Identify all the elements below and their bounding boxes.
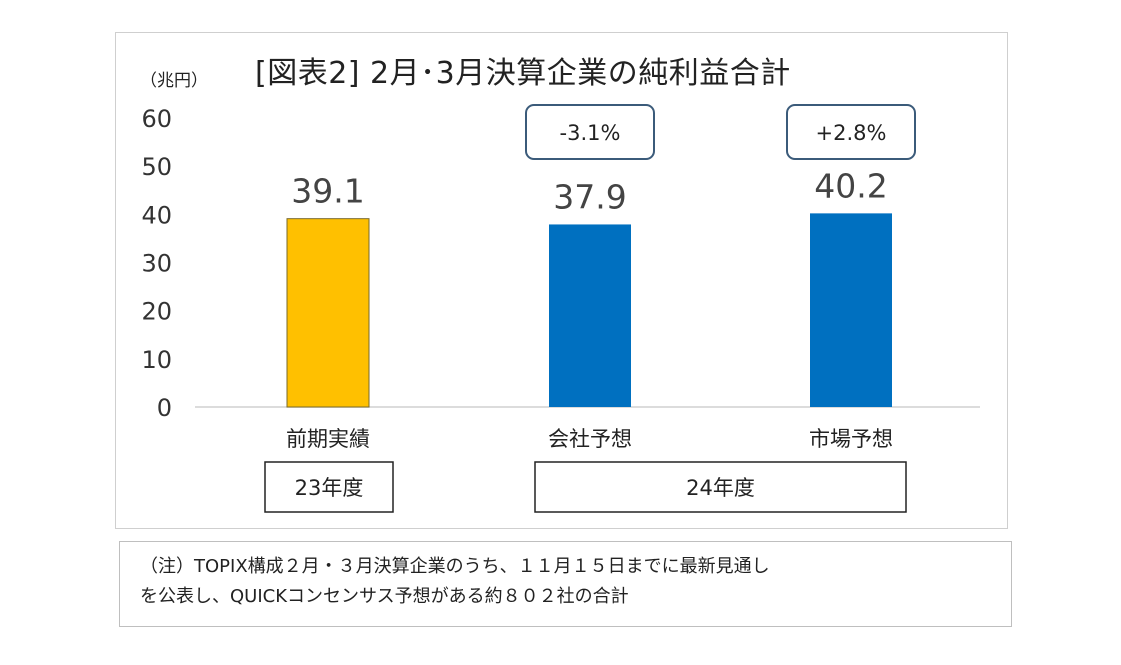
y-tick-label: 10: [141, 346, 172, 374]
bar: [549, 224, 631, 407]
x-tick-label: 前期実績: [286, 427, 370, 451]
change-callout-box: [786, 104, 916, 160]
fiscal-year-label: 23年度: [295, 476, 364, 500]
fiscal-year-box: [534, 461, 907, 513]
y-tick-label: 0: [157, 394, 172, 422]
y-axis-unit-label: （兆円）: [140, 71, 208, 91]
y-tick-label: 50: [141, 153, 172, 181]
bar: [810, 213, 892, 407]
footnote-box: （注）TOPIX構成２月・３月決算企業のうち、１１月１５日までに最新見通し を公…: [119, 541, 1012, 627]
x-tick-label: 会社予想: [548, 427, 632, 451]
chart-frame: [115, 32, 1008, 529]
footnote-line-2: を公表し、QUICKコンセンサス予想がある約８０２社の合計: [140, 586, 629, 607]
change-callout-label: -3.1%: [560, 121, 621, 145]
data-label: 40.2: [814, 166, 887, 205]
data-label: 37.9: [553, 177, 626, 216]
fiscal-year-box: [264, 461, 394, 513]
fiscal-year-label: 24年度: [686, 476, 755, 500]
y-tick-label: 60: [141, 105, 172, 133]
y-tick-label: 40: [141, 201, 172, 229]
x-tick-label: 市場予想: [809, 427, 893, 451]
y-tick-label: 20: [141, 298, 172, 326]
y-tick-label: 30: [141, 250, 172, 278]
bar: [286, 218, 370, 408]
chart-title: [図表2] 2月･3月決算企業の純利益合計: [255, 56, 791, 91]
footnote-line-1: （注）TOPIX構成２月・３月決算企業のうち、１１月１５日までに最新見通し: [140, 556, 770, 577]
change-callout-box: [525, 104, 655, 160]
change-callout-label: +2.8%: [816, 121, 887, 145]
data-label: 39.1: [291, 172, 364, 211]
